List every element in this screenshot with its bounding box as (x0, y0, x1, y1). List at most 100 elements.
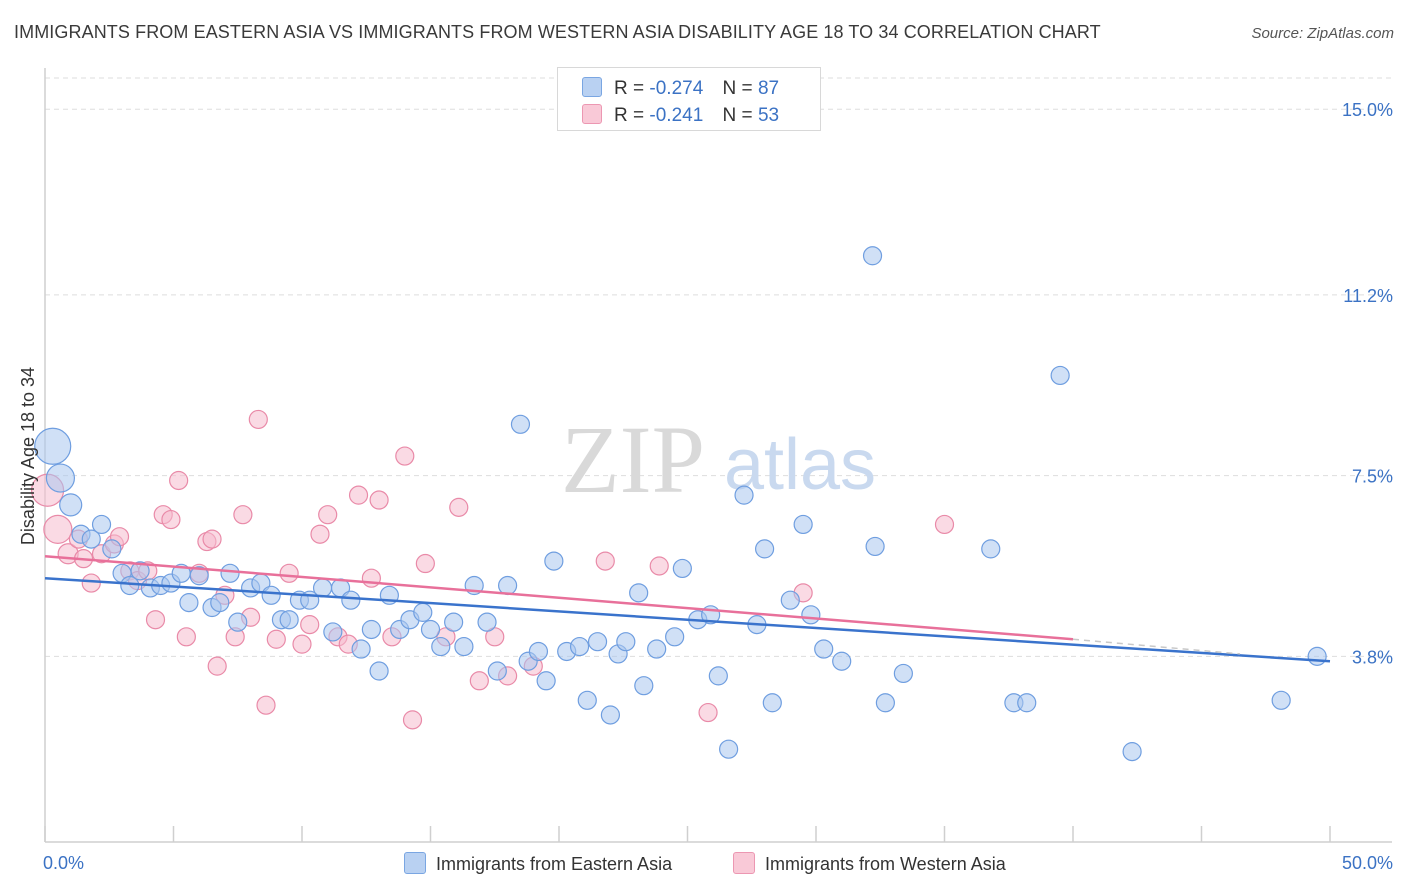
bottom-legend-eastern-asia: Immigrants from Eastern Asia (404, 852, 672, 875)
eastern-asia-point (801, 605, 821, 625)
y-tick-label: 3.8% (1352, 647, 1393, 667)
eastern-asia-point (413, 602, 433, 622)
eastern-asia-point (279, 610, 299, 630)
eastern-asia-point (420, 619, 441, 640)
x-tick-label: 0.0% (43, 853, 84, 873)
eastern-asia-point (444, 612, 464, 632)
western-asia-trend-extension (1072, 638, 1241, 655)
source-label: Source: ZipAtlas.com (1251, 25, 1394, 42)
eastern-asia-point (179, 593, 199, 613)
legend-r-value: -0.241 (649, 105, 704, 126)
eastern-asia-point (487, 661, 507, 681)
eastern-asia-point (341, 590, 361, 610)
trend-lines (44, 554, 1331, 663)
eastern-asia-point (431, 636, 451, 657)
eastern-asia-point (510, 414, 531, 434)
western-asia-point (81, 573, 101, 593)
western-asia-point (934, 514, 955, 535)
eastern-asia-point (1050, 365, 1070, 386)
eastern-asia-point (600, 705, 621, 725)
eastern-asia-point (981, 539, 1001, 559)
eastern-asia-point (544, 551, 564, 571)
eastern-asia-point (672, 558, 692, 579)
western-asia-point (469, 671, 489, 691)
bottom-legend-swatch-blue (404, 852, 426, 874)
western-asia-point (595, 551, 615, 571)
legend-n-value: 53 (757, 105, 780, 126)
eastern-asia-point (34, 427, 72, 465)
eastern-asia-point (708, 666, 728, 686)
western-asia-point (161, 509, 181, 530)
eastern-asia-point (865, 536, 885, 557)
y-tick-label: 7.5% (1352, 467, 1393, 487)
bottom-legend-swatch-pink (733, 852, 755, 874)
western-asia-point (248, 409, 268, 430)
eastern-asia-point (454, 636, 474, 657)
western-asia-point (145, 610, 166, 630)
eastern-asia-point (323, 622, 343, 642)
eastern-asia-point (477, 612, 497, 632)
legend-r-label: R = (614, 78, 645, 99)
eastern-asia-point (734, 485, 754, 505)
eastern-asia-point (647, 639, 667, 659)
eastern-asia-point (59, 493, 83, 517)
western-asia-point (310, 524, 330, 544)
eastern-asia-point (875, 693, 895, 713)
chart-title: IMMIGRANTS FROM EASTERN ASIA VS IMMIGRAN… (14, 22, 1101, 42)
legend-row-eastern-asia: R = -0.274 N = 87 (582, 77, 779, 101)
x-tick-label: 50.0% (1342, 853, 1393, 873)
axes (44, 68, 1392, 843)
eastern-asia-trend-line (44, 576, 1331, 663)
western-asia-point (233, 505, 253, 525)
western-asia-point (395, 446, 415, 466)
eastern-asia-point (793, 514, 813, 535)
western-asia-point (256, 695, 276, 715)
eastern-asia-point (762, 693, 782, 713)
legend-swatch-pink (582, 104, 602, 124)
legend-swatch-blue (582, 77, 602, 97)
eastern-asia-point (528, 641, 549, 662)
eastern-asia-point (369, 661, 389, 681)
legend-row-western-asia: R = -0.241 N = 53 (582, 104, 779, 128)
bottom-legend-label: Immigrants from Western Asia (765, 854, 1006, 874)
watermark-zip: ZIP (561, 406, 705, 513)
eastern-asia-point (577, 690, 597, 710)
eastern-asia-point (754, 539, 775, 559)
western-asia-point (43, 514, 73, 544)
eastern-asia-point (780, 590, 800, 610)
western-asia-point (207, 656, 227, 676)
eastern-asia-point (1017, 693, 1037, 713)
western-asia-point (300, 615, 320, 635)
eastern-asia-point (228, 612, 248, 632)
eastern-asia-point (261, 585, 281, 605)
eastern-asia-point (120, 575, 140, 596)
eastern-asia-point (862, 246, 883, 266)
western-asia-trend-line (44, 554, 1074, 641)
y-tick-label: 11.2% (1343, 286, 1393, 306)
eastern-asia-point (832, 651, 852, 671)
eastern-asia-point (536, 671, 556, 691)
bottom-legend-western-asia: Immigrants from Western Asia (733, 852, 1006, 875)
legend-n-label: N = (722, 78, 753, 99)
western-asia-point (361, 568, 381, 588)
bottom-legend-label: Immigrants from Eastern Asia (436, 854, 673, 874)
eastern-asia-point (91, 514, 112, 535)
eastern-asia-point (45, 463, 76, 493)
western-asia-point (176, 627, 196, 647)
eastern-asia-point (634, 676, 654, 696)
eastern-asia-point (312, 578, 333, 598)
tick-labels: 3.8% 7.5% 11.2% 15.0% 0.0% 50.0% (43, 100, 1393, 873)
legend-r-label: R = (614, 105, 645, 126)
western-asia-point (292, 634, 312, 654)
eastern-asia-point (569, 636, 590, 657)
y-axis-label: Disability Age 18 to 34 (18, 367, 38, 545)
eastern-asia-point (361, 619, 381, 640)
grid-lines (45, 77, 1392, 657)
eastern-asia-point (665, 627, 685, 647)
correlation-legend: R = -0.274 N = 87 R = -0.241 N = 53 (557, 67, 821, 131)
eastern-asia-point (1271, 690, 1291, 710)
eastern-asia-point (130, 561, 150, 581)
eastern-asia-point (893, 663, 913, 684)
western-asia-point (698, 702, 718, 723)
